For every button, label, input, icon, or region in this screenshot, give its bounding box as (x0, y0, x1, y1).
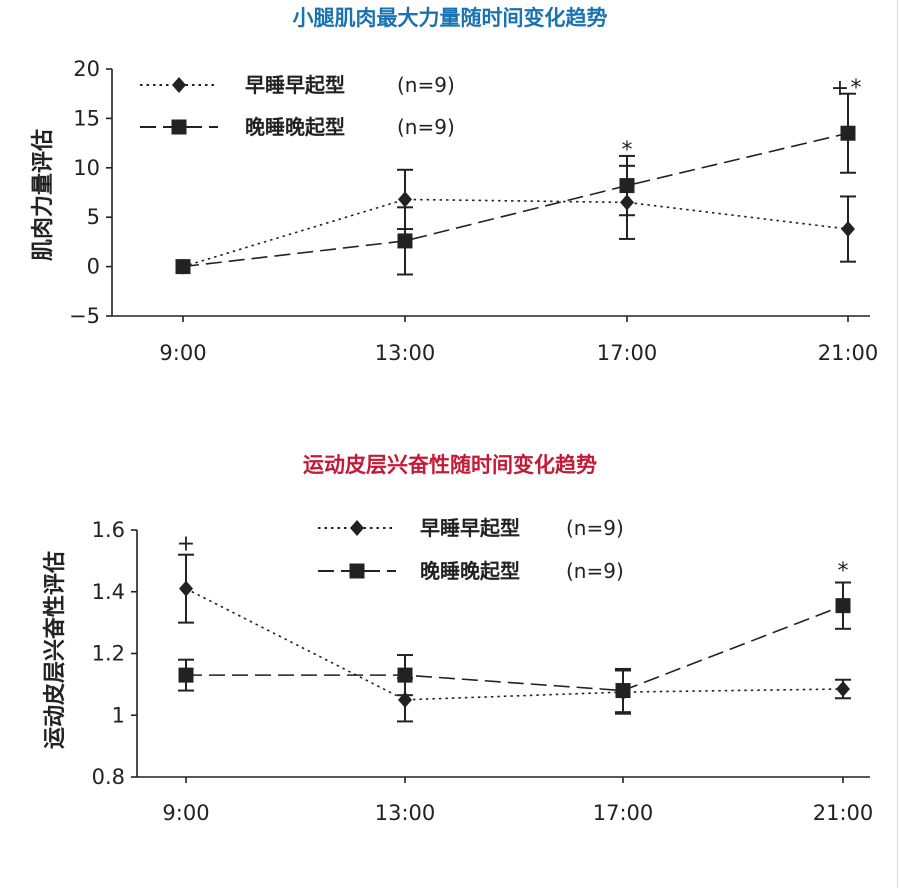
bot-x-tick-label: 9:00 (162, 801, 209, 825)
top-legend-marker-diamond (172, 77, 186, 93)
top-legend-label: 晚睡晚起型 (245, 115, 345, 139)
bot-y-tick-label: 1.2 (92, 642, 125, 666)
top-point-diamond (841, 221, 855, 238)
bot-y-tick-label: 0.8 (92, 765, 125, 789)
top-y-axis-label: 肌肉力量评估 (31, 129, 56, 261)
bot-point-diamond (179, 580, 193, 597)
bot-y-tick-label: 1.6 (92, 518, 125, 542)
top-significance-mark: * (851, 76, 862, 101)
bot-x-tick-label: 17:00 (593, 801, 654, 825)
chart-title-bottom: 运动皮层兴奋性随时间变化趋势 (303, 453, 597, 477)
bot-point-square (835, 598, 851, 614)
bot-series-line-1 (185, 587, 844, 701)
top-y-tick-label: 20 (73, 57, 100, 81)
top-x-tick-label: 13:00 (375, 341, 436, 365)
bot-y-tick-label: 1 (112, 703, 125, 727)
bot-point-square (397, 667, 413, 683)
bot-x-tick-label: 21:00 (813, 801, 874, 825)
bot-legend-label: 早睡早起型 (420, 516, 520, 540)
top-series-line-2 (182, 132, 849, 268)
chart-title-top: 小腿肌肉最大力量随时间变化趋势 (292, 6, 608, 30)
bot-legend-label: 晚睡晚起型 (420, 559, 520, 583)
top-legend-n: (n=9) (397, 115, 455, 139)
top-y-tick-label: 0 (87, 255, 100, 279)
top-x-tick-label: 17:00 (597, 341, 658, 365)
top-legend-marker-square (171, 119, 187, 135)
top-legend-n: (n=9) (397, 73, 455, 97)
top-point-square (175, 259, 191, 275)
top-point-square (397, 233, 413, 249)
top-point-square (619, 178, 635, 194)
bot-y-tick-label: 1.4 (92, 580, 125, 604)
top-point-square (840, 125, 856, 141)
bot-y-axis-label: 运动皮层兴奋性评估 (42, 551, 68, 749)
bot-series-line-2 (186, 604, 844, 692)
top-y-tick-label: 5 (87, 205, 100, 229)
bot-legend-n: (n=9) (566, 559, 624, 583)
top-y-tick-label: 15 (73, 106, 100, 130)
top-significance-mark: * (622, 138, 633, 163)
bot-point-diamond (836, 681, 850, 698)
top-x-tick-label: 9:00 (159, 341, 206, 365)
bot-x-tick-label: 13:00 (375, 801, 436, 825)
bot-significance-mark: + (177, 531, 195, 556)
bot-legend-n: (n=9) (566, 516, 624, 540)
bot-legend-marker-square (349, 563, 365, 579)
page-edge-rule (897, 0, 898, 888)
bot-point-square (178, 667, 194, 683)
top-y-tick-label: 10 (73, 156, 100, 180)
top-legend-label: 早睡早起型 (245, 73, 345, 97)
bot-significance-mark: * (838, 559, 849, 584)
top-significance-mark: + (831, 76, 849, 101)
top-y-tick-label: −5 (69, 304, 100, 328)
bot-legend-marker-diamond (350, 520, 364, 536)
top-x-tick-label: 21:00 (818, 341, 879, 365)
bot-point-square (615, 683, 631, 699)
top-point-diamond (398, 191, 412, 208)
